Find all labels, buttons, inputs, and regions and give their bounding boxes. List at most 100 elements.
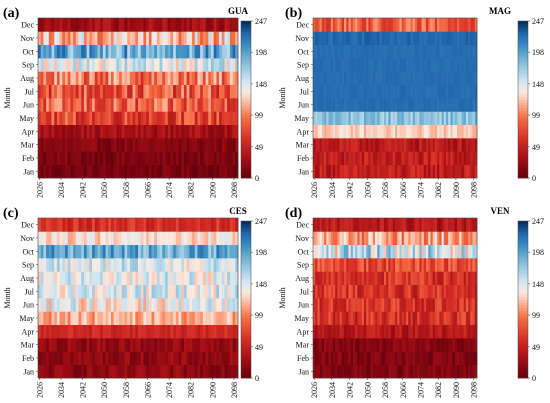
heatmap-cell [94, 284, 98, 299]
heatmap-cell [165, 258, 169, 272]
heatmap-cell [359, 98, 363, 112]
colorbar-segment [518, 41, 528, 45]
heatmap-cell [366, 71, 369, 86]
heatmap-cell [363, 284, 367, 299]
heatmap-cell [159, 124, 163, 139]
heatmap-cell [390, 58, 394, 72]
heatmap-cell [363, 164, 367, 179]
heatmap-cell [48, 298, 52, 312]
heatmap-cell [399, 138, 402, 152]
heatmap-cell [368, 218, 371, 232]
colorbar-segment [241, 370, 251, 374]
heatmap-cell [102, 44, 106, 59]
heatmap-cell [146, 44, 150, 59]
heatmap-cell [339, 284, 343, 299]
heatmap-cell [127, 98, 131, 112]
heatmap-cell [48, 111, 52, 126]
heatmap-cell [40, 284, 44, 299]
heatmap-cell [368, 338, 371, 352]
heatmap-cell [324, 31, 327, 46]
heatmap-cell [100, 338, 104, 352]
heatmap-cell [395, 84, 398, 99]
heatmap-cell [73, 124, 77, 139]
heatmap-cell [439, 98, 442, 112]
heatmap-cell [395, 164, 398, 179]
heatmap-cell [151, 338, 155, 352]
heatmap-cell [454, 84, 458, 99]
heatmap-cell [165, 218, 169, 232]
heatmap-cell [159, 218, 163, 232]
heatmap-cell [328, 31, 332, 46]
heatmap-cell [116, 164, 120, 179]
heatmap-cell [38, 284, 42, 299]
heatmap-cell [399, 58, 402, 72]
heatmap-cell [443, 111, 447, 126]
heatmap-cell [51, 151, 55, 166]
heatmap-cell [224, 364, 228, 379]
heatmap-cell [229, 271, 233, 286]
heatmap-cell [470, 351, 473, 366]
heatmap-cell [350, 44, 354, 59]
heatmap-cell [348, 71, 352, 86]
heatmap-cell [46, 111, 50, 126]
year-tick-label: 2074 [165, 382, 174, 398]
heatmap-cell [454, 111, 458, 126]
heatmap-cell [48, 231, 52, 246]
heatmap-cell [350, 258, 354, 272]
heatmap-cell [138, 258, 142, 272]
heatmap-cell [321, 298, 325, 312]
heatmap-cell [227, 218, 231, 232]
month-tick-label: Apr [22, 327, 35, 336]
heatmap-cell [129, 218, 133, 232]
heatmap-cell [397, 324, 400, 339]
heatmap-cell [75, 298, 79, 312]
heatmap-cell [324, 124, 327, 139]
heatmap-cell [175, 164, 179, 179]
heatmap-cell [344, 138, 347, 152]
heatmap-cell [40, 218, 44, 232]
heatmap-cell [421, 71, 425, 86]
heatmap-cell [119, 138, 123, 152]
heatmap-cell [197, 44, 201, 59]
heatmap-cell [379, 231, 383, 246]
heatmap-cell [326, 218, 329, 232]
heatmap-cell [73, 244, 77, 259]
heatmap-cell [232, 164, 236, 179]
heatmap-cell [65, 44, 69, 59]
heatmap-cell [224, 324, 228, 339]
colorbar-segment [518, 57, 528, 61]
heatmap-cell [205, 124, 209, 139]
heatmap-cell [414, 298, 418, 312]
heatmap-cell [472, 218, 476, 232]
heatmap-cell [461, 351, 465, 366]
heatmap-cell [92, 244, 96, 259]
heatmap-cell [381, 151, 385, 166]
heatmap-cell [372, 271, 376, 286]
heatmap-cell [388, 364, 391, 379]
heatmap-cell [319, 284, 323, 299]
heatmap-cell [43, 58, 47, 72]
heatmap-cell [375, 164, 378, 179]
heatmap-cell [366, 164, 369, 179]
heatmap-cell [450, 298, 453, 312]
heatmap-cell [186, 151, 190, 166]
heatmap-cell [432, 298, 436, 312]
heatmap-cell [352, 71, 356, 86]
year-tick-label: 2090 [208, 382, 217, 398]
heatmap-cell [135, 124, 139, 139]
heatmap-cell [127, 31, 131, 46]
heatmap-cell [221, 111, 225, 126]
heatmap-cell [410, 71, 414, 86]
heatmap-cell [46, 58, 50, 72]
heatmap-cell [48, 164, 52, 179]
heatmap-cell [165, 111, 169, 126]
heatmap-cell [154, 58, 158, 72]
heatmap-cell [173, 231, 177, 246]
heatmap-cell [417, 218, 420, 232]
colorbar-segment [518, 296, 528, 300]
heatmap-cell [43, 284, 47, 299]
heatmap-cell [116, 84, 120, 99]
heatmap-cell [441, 311, 445, 326]
heatmap-cell [156, 351, 160, 366]
